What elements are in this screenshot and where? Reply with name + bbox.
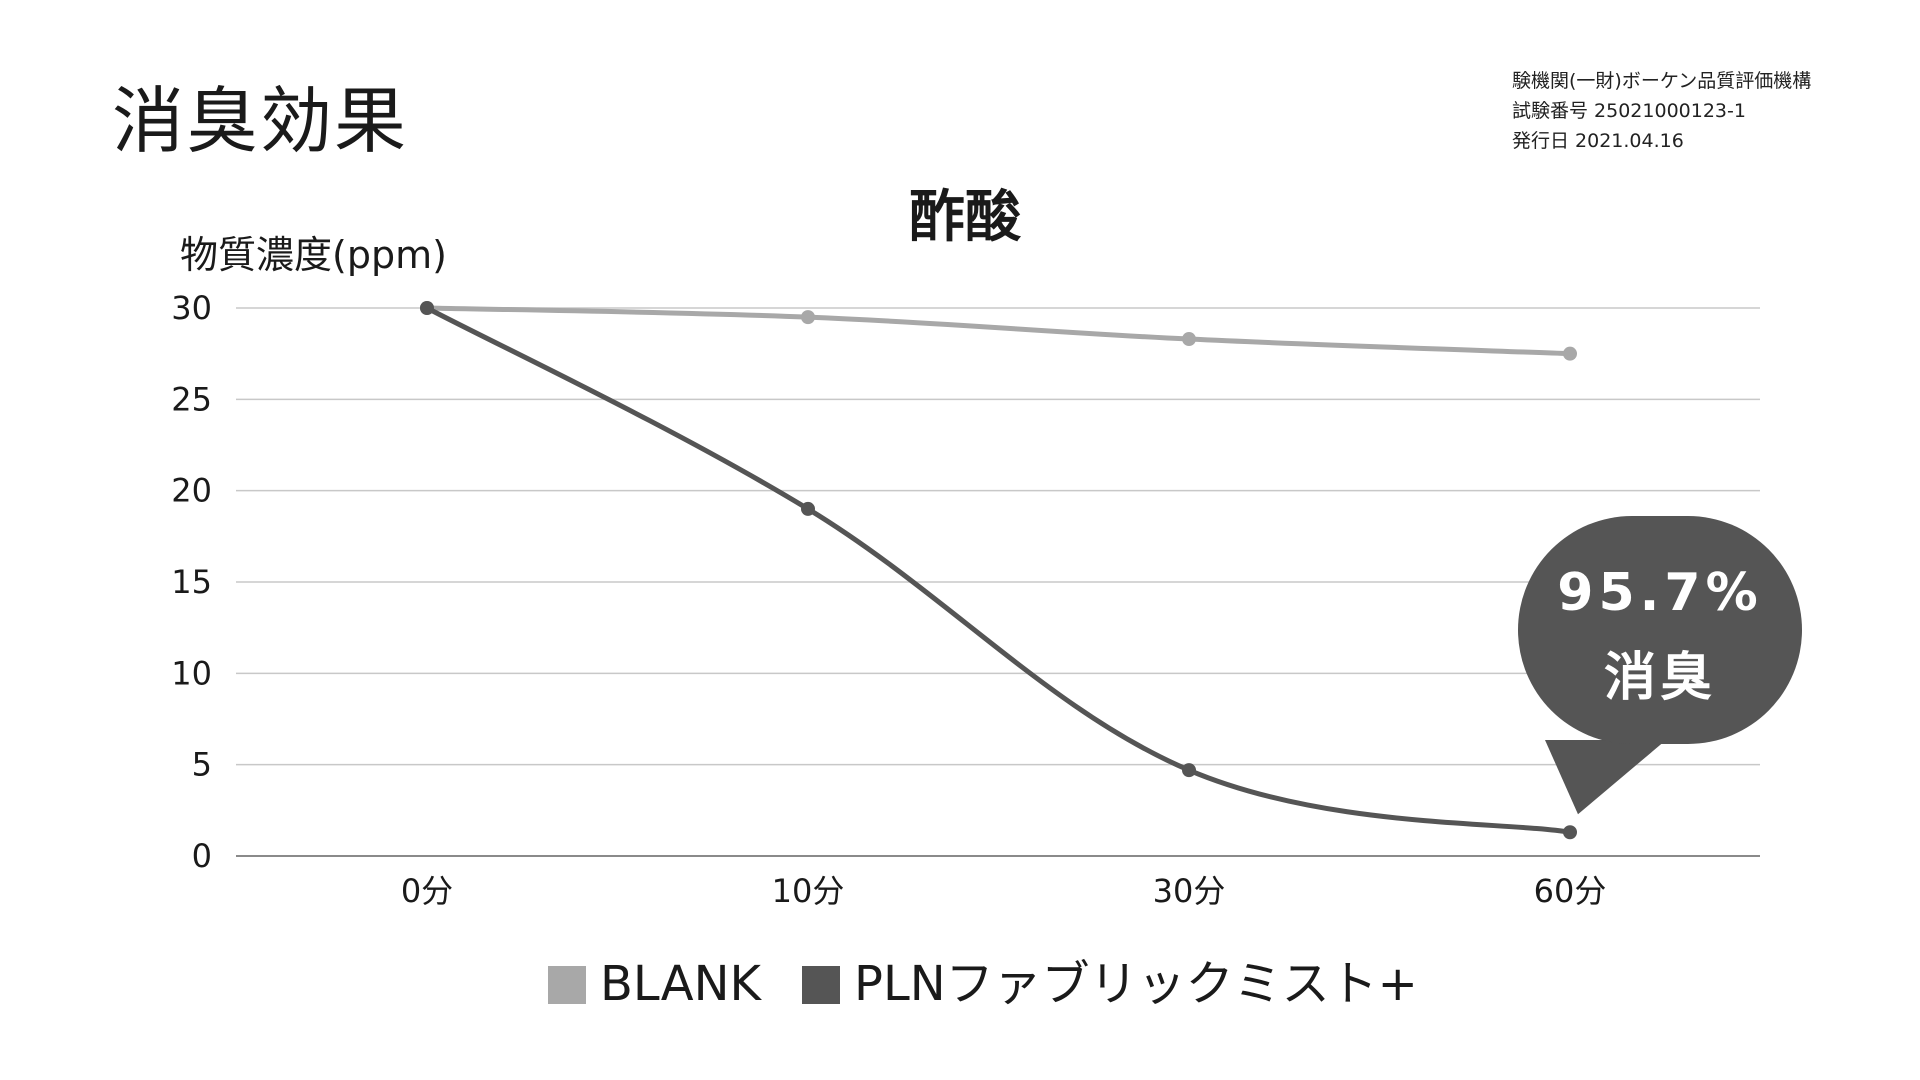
y-tick-label: 30 bbox=[171, 289, 212, 327]
y-tick-label: 5 bbox=[192, 746, 212, 784]
source-issue-date: 発行日 2021.04.16 bbox=[1512, 130, 1684, 152]
x-ticks: 0分 10分 30分 60分 bbox=[401, 872, 1607, 910]
source-test-number: 試験番号 25021000123-1 bbox=[1512, 100, 1746, 122]
data-point bbox=[1563, 825, 1577, 840]
data-point bbox=[1182, 763, 1196, 778]
test-source-info: 験機関(一財)ボーケン品質評価機構 試験番号 25021000123-1 発行日… bbox=[1512, 66, 1811, 156]
legend-swatch bbox=[802, 966, 840, 1004]
callout-tail bbox=[1545, 740, 1666, 815]
series-group bbox=[420, 301, 1577, 840]
legend-label: PLNファブリックミスト+ bbox=[854, 956, 1418, 1012]
x-tick-label: 10分 bbox=[772, 872, 845, 910]
series-line-2 bbox=[424, 305, 1573, 835]
page-title: 消臭効果 bbox=[112, 79, 409, 163]
callout-label: 消臭 bbox=[1604, 648, 1716, 708]
data-point bbox=[420, 301, 434, 315]
y-axis-label: 物質濃度(ppm) bbox=[180, 233, 447, 277]
grid: 0 5 10 15 20 25 30 bbox=[171, 289, 1760, 875]
annotation-callout: 95.7% 消臭 bbox=[1518, 516, 1802, 815]
y-tick-label: 25 bbox=[171, 380, 212, 418]
chart-title: 酢酸 bbox=[909, 185, 1022, 250]
legend-label: BLANK bbox=[600, 956, 763, 1012]
data-point bbox=[801, 310, 815, 325]
x-tick-label: 60分 bbox=[1534, 872, 1607, 910]
callout-value: 95.7% bbox=[1557, 563, 1762, 623]
y-tick-label: 0 bbox=[192, 837, 212, 875]
legend-swatch bbox=[548, 966, 586, 1004]
y-tick-label: 10 bbox=[171, 654, 212, 692]
source-institution: 験機関(一財)ボーケン品質評価機構 bbox=[1512, 70, 1812, 92]
callout-bubble bbox=[1518, 516, 1802, 744]
legend: BLANK PLNファブリックミスト+ bbox=[548, 956, 1418, 1012]
x-tick-label: 30分 bbox=[1153, 872, 1226, 910]
y-tick-label: 20 bbox=[171, 472, 212, 510]
series-line-1 bbox=[424, 305, 1573, 357]
x-tick-label: 0分 bbox=[401, 872, 453, 910]
data-point bbox=[801, 501, 815, 516]
y-tick-label: 15 bbox=[171, 563, 212, 601]
data-point bbox=[1182, 332, 1196, 347]
data-point bbox=[1563, 346, 1577, 361]
